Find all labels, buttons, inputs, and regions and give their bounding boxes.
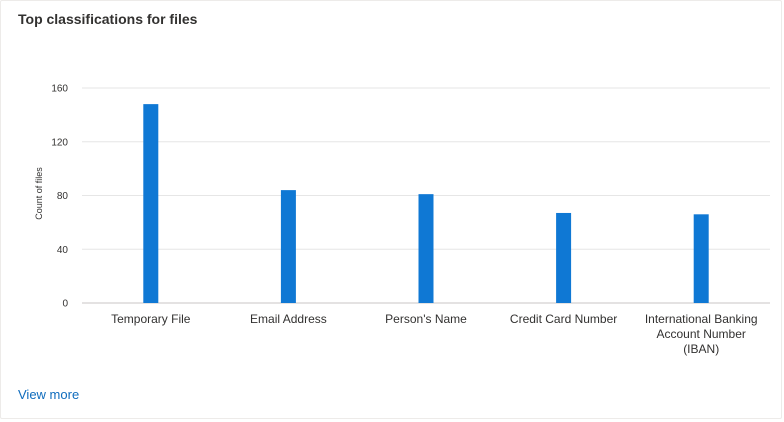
y-tick-label: 160 [51, 84, 68, 95]
bar [556, 212, 572, 303]
y-axis-title: Count of files [34, 167, 44, 220]
x-category-label: Email Address [250, 312, 327, 326]
bar [693, 214, 709, 303]
x-category-label-line: (IBAN) [683, 342, 719, 356]
x-category-label: Person's Name [385, 312, 467, 326]
x-category-label-line: Person's Name [385, 312, 467, 326]
x-category-label: Temporary File [111, 312, 191, 326]
x-category-label: Credit Card Number [510, 312, 617, 326]
view-more-link[interactable]: View more [18, 387, 80, 402]
y-tick-label: 40 [57, 245, 69, 256]
card-title: Top classifications for files [18, 11, 198, 27]
bar [418, 194, 434, 303]
y-tick-label: 0 [62, 299, 68, 310]
y-tick-label: 80 [57, 191, 69, 202]
x-category-label-line: Credit Card Number [510, 312, 617, 326]
x-category-label-line: Temporary File [111, 312, 191, 326]
x-category-label-line: International Banking [645, 312, 758, 326]
bar [143, 104, 159, 303]
x-category-label-line: Account Number [657, 327, 746, 341]
bar [280, 190, 296, 303]
x-category-label: International Banking Account Number (IBAN… [645, 312, 758, 356]
x-category-label-line: Email Address [250, 312, 327, 326]
y-tick-label: 120 [51, 137, 68, 148]
